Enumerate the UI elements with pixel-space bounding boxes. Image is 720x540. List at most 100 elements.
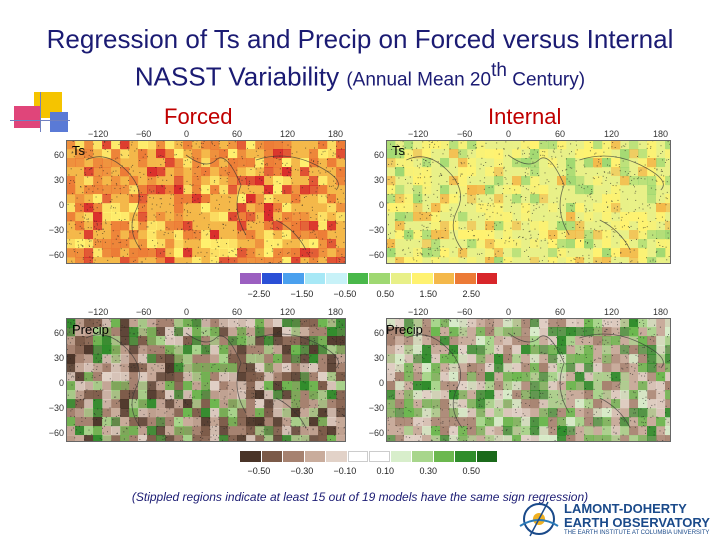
colorbar-swatch [390, 451, 411, 462]
colorbar-swatch [326, 273, 347, 284]
colorbar-tick-label: 0.50 [462, 466, 481, 476]
lat-tick-label: 0 [58, 378, 64, 388]
colorbar-swatch [240, 273, 261, 284]
colorbar-tick-label: −2.50 [247, 289, 271, 299]
colorbar-tick-label: 1.50 [419, 289, 438, 299]
colorbar-swatch [369, 273, 390, 284]
lon-tick-label: 120 [280, 307, 296, 317]
column-header-forced: Forced [164, 104, 233, 129]
colorbar-tick-label: −0.10 [333, 466, 357, 476]
lat-tick-label: 30 [53, 353, 64, 363]
logo-line-3: THE EARTH INSTITUTE AT COLUMBIA UNIVERSI… [564, 530, 710, 536]
colorbar-swatch [283, 451, 304, 462]
lat-tick-label: 60 [53, 150, 64, 160]
colorbar-tick-label: 0.10 [376, 466, 395, 476]
lat-tick-label: 0 [58, 200, 64, 210]
colorbar-tick-label: −1.50 [290, 289, 314, 299]
precip-colorbar [240, 451, 498, 462]
colorbar-swatch [347, 451, 368, 462]
lon-tick-label: 0 [184, 307, 190, 317]
lamont-logo: LAMONT-DOHERTY EARTH OBSERVATORY THE EAR… [516, 498, 716, 540]
lat-tick-label: 0 [378, 378, 384, 388]
title-line-2-main: NASST Variability [134, 61, 347, 92]
lon-tick-label: 120 [604, 307, 620, 317]
colorbar-tick-label: 0.50 [376, 289, 395, 299]
logo-emblem-icon [519, 501, 559, 537]
lon-tick-label: −60 [136, 129, 152, 139]
colorbar-swatch [347, 273, 368, 284]
lon-tick-label: 60 [232, 129, 243, 139]
title-line-2-sub-b: Century) [506, 69, 586, 91]
colorbar-swatch [304, 451, 325, 462]
map-forced-ts [66, 140, 346, 264]
lon-tick-label: 180 [653, 307, 669, 317]
colorbar-tick-label: 0.30 [419, 466, 438, 476]
lon-tick-label: 0 [506, 307, 512, 317]
colorbar-swatch [369, 451, 390, 462]
lon-tick-label: −120 [408, 129, 429, 139]
colorbar-swatch [326, 451, 347, 462]
colorbar-swatch [261, 273, 282, 284]
colorbar-swatch [240, 451, 261, 462]
lat-tick-label: −30 [368, 403, 384, 413]
colorbar-swatch [304, 273, 325, 284]
colorbar-swatch [283, 273, 304, 284]
colorbar-tick-label: −0.50 [247, 466, 271, 476]
lon-tick-label: −120 [408, 307, 429, 317]
colorbar-tick-label: −0.30 [290, 466, 314, 476]
lon-tick-label: 120 [604, 129, 620, 139]
lon-tick-label: 0 [184, 129, 190, 139]
lon-tick-label: −120 [88, 129, 109, 139]
colorbar-swatch [476, 451, 497, 462]
lon-tick-label: 180 [653, 129, 669, 139]
lon-tick-label: 180 [328, 307, 344, 317]
lat-tick-label: 60 [53, 328, 64, 338]
title-line-2-sup: th [491, 60, 507, 81]
colorbar-swatch [476, 273, 497, 284]
panel-label-internal-ts: Ts [392, 143, 405, 158]
lon-tick-label: 60 [232, 307, 243, 317]
lon-tick-label: −60 [136, 307, 152, 317]
lon-tick-label: −60 [457, 129, 473, 139]
lat-tick-label: 0 [378, 200, 384, 210]
lon-tick-label: 60 [555, 307, 566, 317]
panel-label-forced-ts: Ts [72, 143, 85, 158]
title-line-1: Regression of Ts and Precip on Forced ve… [46, 24, 674, 54]
colorbar-swatch [412, 273, 433, 284]
colorbar-tick-label: 2.50 [462, 289, 481, 299]
title-line-2-sub-a: (Annual Mean 20 [346, 69, 492, 91]
colorbar-tick-label: −0.50 [333, 289, 357, 299]
lat-tick-label: −30 [48, 403, 64, 413]
colorbar-swatch [433, 451, 454, 462]
lon-tick-label: 180 [328, 129, 344, 139]
logo-line-2: EARTH OBSERVATORY [564, 515, 710, 530]
lat-tick-label: −60 [48, 250, 64, 260]
lat-tick-label: −60 [368, 428, 384, 438]
map-internal-precip [386, 318, 671, 442]
ts-colorbar [240, 273, 498, 284]
lat-tick-label: 60 [373, 328, 384, 338]
colorbar-swatch [455, 273, 476, 284]
lat-tick-label: −60 [48, 428, 64, 438]
map-forced-precip [66, 318, 346, 442]
lat-tick-label: 30 [373, 353, 384, 363]
map-internal-ts [386, 140, 671, 264]
slide-title: Regression of Ts and Precip on Forced ve… [0, 24, 720, 96]
colorbar-swatch [455, 451, 476, 462]
lon-tick-label: 60 [555, 129, 566, 139]
lat-tick-label: −60 [368, 250, 384, 260]
panel-label-forced-precip: Precip [72, 322, 109, 337]
lon-tick-label: 120 [280, 129, 296, 139]
panel-label-internal-precip: Precip [386, 322, 423, 337]
lat-tick-label: 60 [373, 150, 384, 160]
lat-tick-label: 30 [373, 175, 384, 185]
lat-tick-label: −30 [48, 225, 64, 235]
lon-tick-label: −120 [88, 307, 109, 317]
footnote: (Stippled regions indicate at least 15 o… [131, 490, 589, 504]
column-header-internal: Internal [488, 104, 562, 129]
lon-tick-label: −60 [457, 307, 473, 317]
lat-tick-label: 30 [53, 175, 64, 185]
lat-tick-label: −30 [368, 225, 384, 235]
colorbar-swatch [261, 451, 282, 462]
title-line-2: NASST Variability (Annual Mean 20th Cent… [0, 55, 720, 96]
